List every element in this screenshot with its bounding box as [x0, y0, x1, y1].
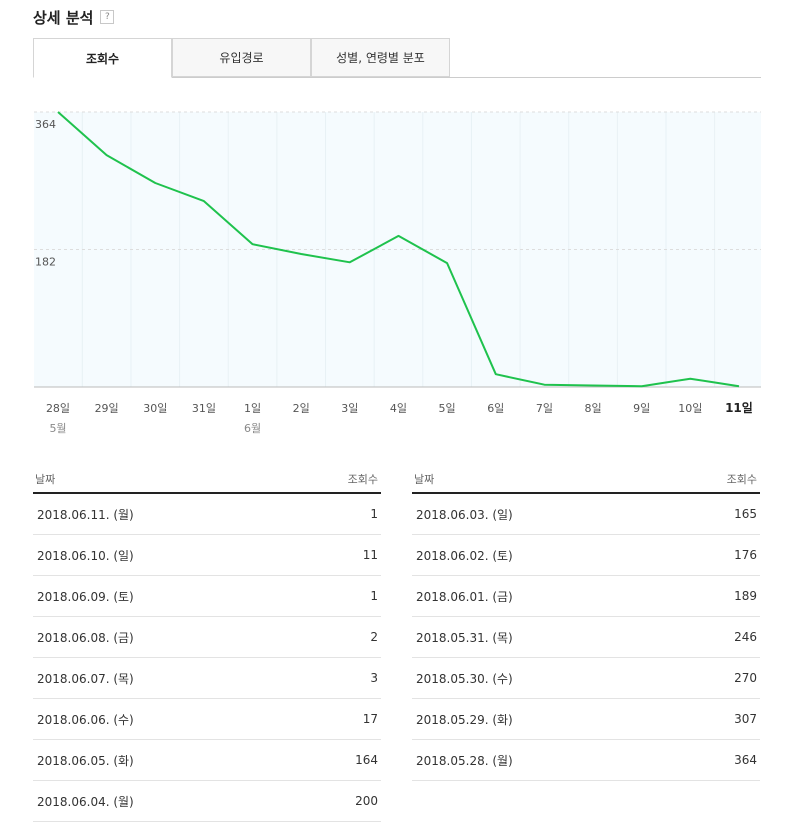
help-icon[interactable]: ? [100, 10, 115, 24]
table-header: 날짜 조회수 [33, 466, 381, 494]
row-views: 200 [355, 794, 378, 808]
header-date: 날짜 [414, 473, 435, 486]
daily-views-table-right: 날짜 조회수 2018.06.03. (일) 165 2018.06.02. (토)… [412, 466, 760, 781]
row-views: 1 [370, 507, 378, 521]
x-tick-label: 10일 [678, 401, 702, 415]
table-row: 2018.06.10. (일) 11 [33, 535, 381, 576]
row-date: 2018.06.08. (금) [37, 630, 134, 645]
x-tick-label: 5일 [439, 401, 456, 415]
table-row: 2018.05.29. (화) 307 [412, 699, 760, 740]
row-date: 2018.05.29. (화) [416, 712, 513, 727]
table-header: 날짜 조회수 [412, 466, 760, 494]
series-line [57, 111, 740, 388]
row-views: 3 [370, 671, 378, 685]
row-date: 2018.06.09. (토) [37, 589, 134, 604]
tab-gender-age[interactable]: 성별, 연령별 분포 [311, 38, 450, 77]
table-row: 2018.06.02. (토) 176 [412, 535, 760, 576]
row-views: 11 [362, 548, 378, 562]
table-row: 2018.06.04. (월) 200 [33, 781, 381, 822]
x-tick-label: 4일 [390, 401, 407, 415]
row-views: 246 [734, 630, 757, 644]
row-date: 2018.06.02. (토) [416, 548, 513, 563]
table-row: 2018.06.08. (금) 2 [33, 617, 381, 658]
x-tick-label: 3일 [341, 401, 358, 415]
month-label: 5월 [49, 422, 66, 435]
x-tick-label: 11일 [725, 401, 753, 415]
row-views: 1 [370, 589, 378, 603]
table-row: 2018.06.06. (수) 17 [33, 699, 381, 740]
row-views: 189 [734, 589, 757, 603]
row-date: 2018.05.31. (목) [416, 630, 513, 645]
x-tick-label: 31일 [192, 401, 216, 415]
row-views: 2 [370, 630, 378, 644]
row-views: 17 [362, 712, 378, 726]
table-row: 2018.06.11. (월) 1 [33, 494, 381, 535]
header-date: 날짜 [35, 473, 56, 486]
row-views: 165 [734, 507, 757, 521]
y-tick-label: 364 [35, 118, 56, 131]
x-tick-label: 30일 [143, 401, 167, 415]
page-title: 상세 분석 [33, 8, 94, 27]
x-tick-label: 1일 [244, 401, 261, 415]
table-row: 2018.06.07. (목) 3 [33, 658, 381, 699]
table-row: 2018.06.03. (일) 165 [412, 494, 760, 535]
x-tick-label: 8일 [584, 401, 601, 415]
row-views: 270 [734, 671, 757, 685]
row-date: 2018.06.01. (금) [416, 589, 513, 604]
x-tick-label: 6일 [487, 401, 504, 415]
x-tick-label: 2일 [293, 401, 310, 415]
tab-views[interactable]: 조회수 [33, 38, 172, 78]
header-views: 조회수 [726, 473, 757, 486]
row-views: 364 [734, 753, 757, 767]
chart-svg: 182 364 28일 29일 30일 31일 1일 2일 3일 4일 5일 6일 7일 8일 9일 10일 1… [34, 111, 761, 435]
views-chart: 182 364 28일 29일 30일 31일 1일 2일 3일 4일 5일 6일 7일 8일 9일 10일 1… [0, 90, 800, 450]
table-row: 2018.05.31. (목) 246 [412, 617, 760, 658]
table-row: 2018.06.01. (금) 189 [412, 576, 760, 617]
row-views: 164 [355, 753, 378, 767]
tab-baseline [33, 77, 761, 78]
tab-traffic-source[interactable]: 유입경로 [172, 38, 311, 77]
row-date: 2018.05.28. (월) [416, 753, 513, 768]
month-label: 6월 [244, 422, 261, 435]
row-views: 307 [734, 712, 757, 726]
row-date: 2018.06.11. (월) [37, 507, 134, 522]
row-views: 176 [734, 548, 757, 562]
x-tick-label: 28일 [46, 401, 70, 415]
x-tick-label: 9일 [633, 401, 650, 415]
row-date: 2018.06.07. (목) [37, 671, 134, 686]
row-date: 2018.05.30. (수) [416, 671, 513, 686]
row-date: 2018.06.03. (일) [416, 507, 513, 522]
header-views: 조회수 [347, 473, 378, 486]
row-date: 2018.06.10. (일) [37, 548, 134, 563]
x-tick-label: 7일 [536, 401, 553, 415]
row-date: 2018.06.04. (월) [37, 794, 134, 809]
tab-bar: 조회수 유입경로 성별, 연령별 분포 [33, 38, 761, 78]
row-date: 2018.06.05. (화) [37, 753, 134, 768]
table-row: 2018.06.05. (화) 164 [33, 740, 381, 781]
table-row: 2018.05.28. (월) 364 [412, 740, 760, 781]
row-date: 2018.06.06. (수) [37, 712, 134, 727]
section-header: 상세 분석 ? [33, 6, 115, 28]
x-tick-label: 29일 [95, 401, 119, 415]
table-row: 2018.05.30. (수) 270 [412, 658, 760, 699]
y-tick-label: 182 [35, 256, 56, 269]
daily-views-table-left: 날짜 조회수 2018.06.11. (월) 1 2018.06.10. (일) 11… [33, 466, 381, 822]
table-row: 2018.06.09. (토) 1 [33, 576, 381, 617]
